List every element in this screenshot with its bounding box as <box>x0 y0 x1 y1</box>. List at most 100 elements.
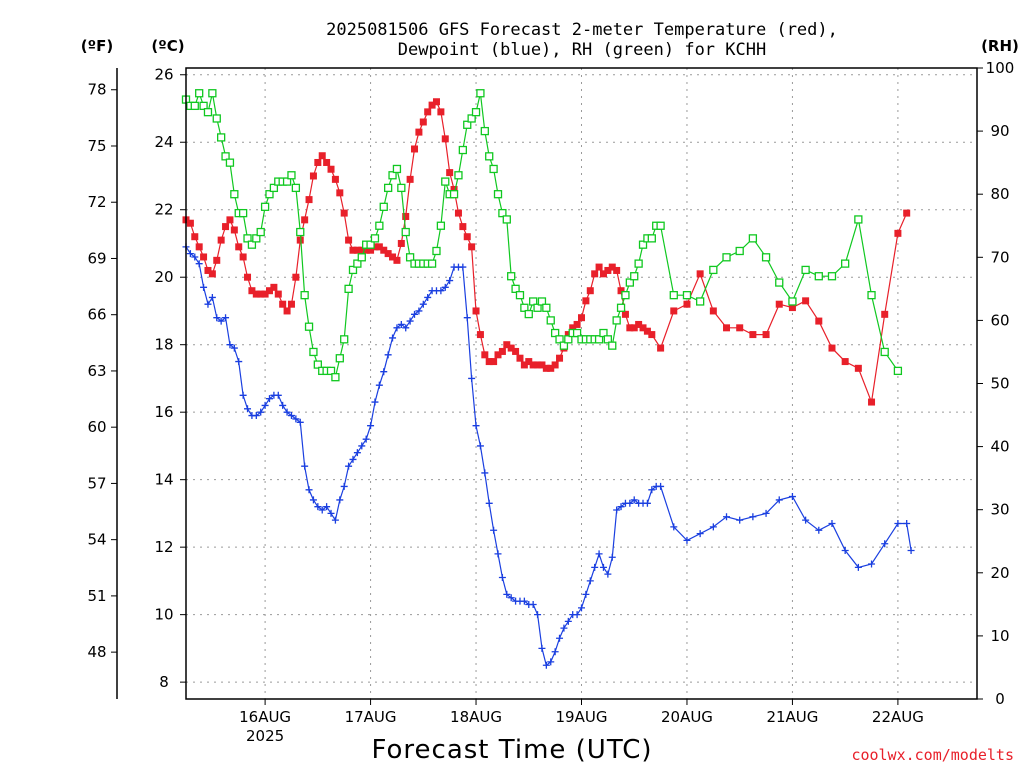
temperature-point <box>204 266 212 274</box>
dewpoint-point <box>226 341 234 349</box>
rh-point <box>507 272 516 281</box>
dewpoint-point <box>696 530 704 538</box>
dewpoint-point <box>397 320 405 328</box>
temperature-point <box>494 351 502 359</box>
dewpoint-point <box>595 550 603 558</box>
rh-point <box>616 303 626 312</box>
dewpoint-point <box>608 553 616 561</box>
rh-point <box>814 272 823 281</box>
dewpoint-point <box>353 449 361 457</box>
x-axis-label: Forecast Time (UTC) <box>371 735 652 765</box>
dewpoint-point <box>362 435 370 443</box>
dewpoint-point <box>599 563 607 571</box>
x-tick-label: 21AUG <box>766 708 818 726</box>
dewpoint-point <box>617 503 625 511</box>
rh-point <box>788 297 797 306</box>
rh-point <box>709 265 718 275</box>
dewpoint-point <box>208 293 216 301</box>
dewpoint-point <box>476 442 484 450</box>
dewpoint-point <box>657 482 665 490</box>
dewpoint-point <box>252 412 260 420</box>
dewpoint-point <box>327 509 335 517</box>
rh-point <box>630 272 639 281</box>
temperature-point <box>261 290 269 298</box>
temperature-point <box>551 361 559 369</box>
fahrenheit-tick-label: 63 <box>87 362 106 380</box>
dewpoint-point <box>393 324 401 332</box>
rh-point <box>313 360 322 369</box>
rh-tick-label: 10 <box>990 627 1009 645</box>
temperature-point <box>815 317 823 325</box>
dewpoint-point <box>217 317 225 325</box>
rh-point <box>427 259 437 268</box>
rh-point <box>375 221 384 230</box>
temperature-point <box>564 331 572 339</box>
dewpoint-point <box>191 253 199 261</box>
rh-point <box>564 335 573 344</box>
rh-series <box>181 89 903 382</box>
temperature-point <box>230 226 238 234</box>
temperature-point <box>696 270 704 278</box>
dewpoint-point <box>472 422 480 430</box>
dewpoint-point <box>371 398 379 406</box>
temperature-point <box>881 310 889 318</box>
dewpoint-point <box>775 496 783 504</box>
rh-point <box>529 297 538 306</box>
temperature-point <box>468 243 476 251</box>
chart-title-line-1: 2025081506 GFS Forecast 2-meter Temperat… <box>326 20 838 40</box>
axes: 8 10 12 14 16 18 20 22 24 26 48 51 54 57 60 63 66 69 72 75 7… <box>87 59 1014 745</box>
temperature-point <box>626 324 634 332</box>
dewpoint-point <box>643 499 651 507</box>
temperature-point <box>402 212 410 220</box>
temperature-point <box>200 253 208 261</box>
dewpoint-point <box>389 334 397 342</box>
rh-point <box>625 278 634 287</box>
temperature-point <box>802 297 810 305</box>
rh-point <box>537 297 547 306</box>
dewpoint-point <box>551 648 559 656</box>
dewpoint-point <box>318 506 326 514</box>
temperature-point <box>454 209 462 217</box>
temperature-point <box>591 270 599 278</box>
dewpoint-point <box>415 307 423 315</box>
rh-point <box>599 328 608 338</box>
dewpoint-point <box>222 314 230 322</box>
temperature-point <box>621 310 629 318</box>
rh-point <box>775 278 784 287</box>
celsius-tick-label: 14 <box>154 471 173 489</box>
temperature-point <box>239 253 247 261</box>
rh-point <box>612 316 621 325</box>
rh-point <box>682 291 692 300</box>
temperature-point <box>604 266 612 274</box>
temperature-point <box>345 236 353 244</box>
dewpoint-point <box>375 381 383 389</box>
temperature-point <box>222 223 230 231</box>
temperature-point <box>775 300 783 308</box>
rh-point <box>608 341 617 350</box>
x-tick-label: 17AUG <box>345 708 397 726</box>
temperature-point <box>476 331 484 339</box>
dewpoint-point <box>446 277 454 285</box>
temperature-point <box>788 304 796 312</box>
temperature-point <box>195 243 203 251</box>
celsius-tick-label: 26 <box>154 66 173 84</box>
rh-point <box>291 183 301 193</box>
temperature-point <box>516 354 524 362</box>
grid <box>186 68 977 699</box>
rh-point <box>520 303 529 312</box>
x-tick-label: 19AUG <box>556 708 608 726</box>
temperature-point <box>349 246 357 254</box>
temperature-point <box>441 135 449 143</box>
dewpoint-point <box>287 412 295 420</box>
temperature-point <box>450 185 458 193</box>
temperature-point <box>389 253 397 261</box>
rh-point <box>344 284 353 294</box>
rh-point <box>195 89 204 98</box>
temperature-point <box>485 358 493 366</box>
dewpoint-point <box>907 547 915 555</box>
rh-point <box>638 240 648 249</box>
temperature-point <box>582 297 590 305</box>
rh-point <box>331 373 340 382</box>
rh-point <box>296 227 305 237</box>
dewpoint-point <box>274 391 282 399</box>
